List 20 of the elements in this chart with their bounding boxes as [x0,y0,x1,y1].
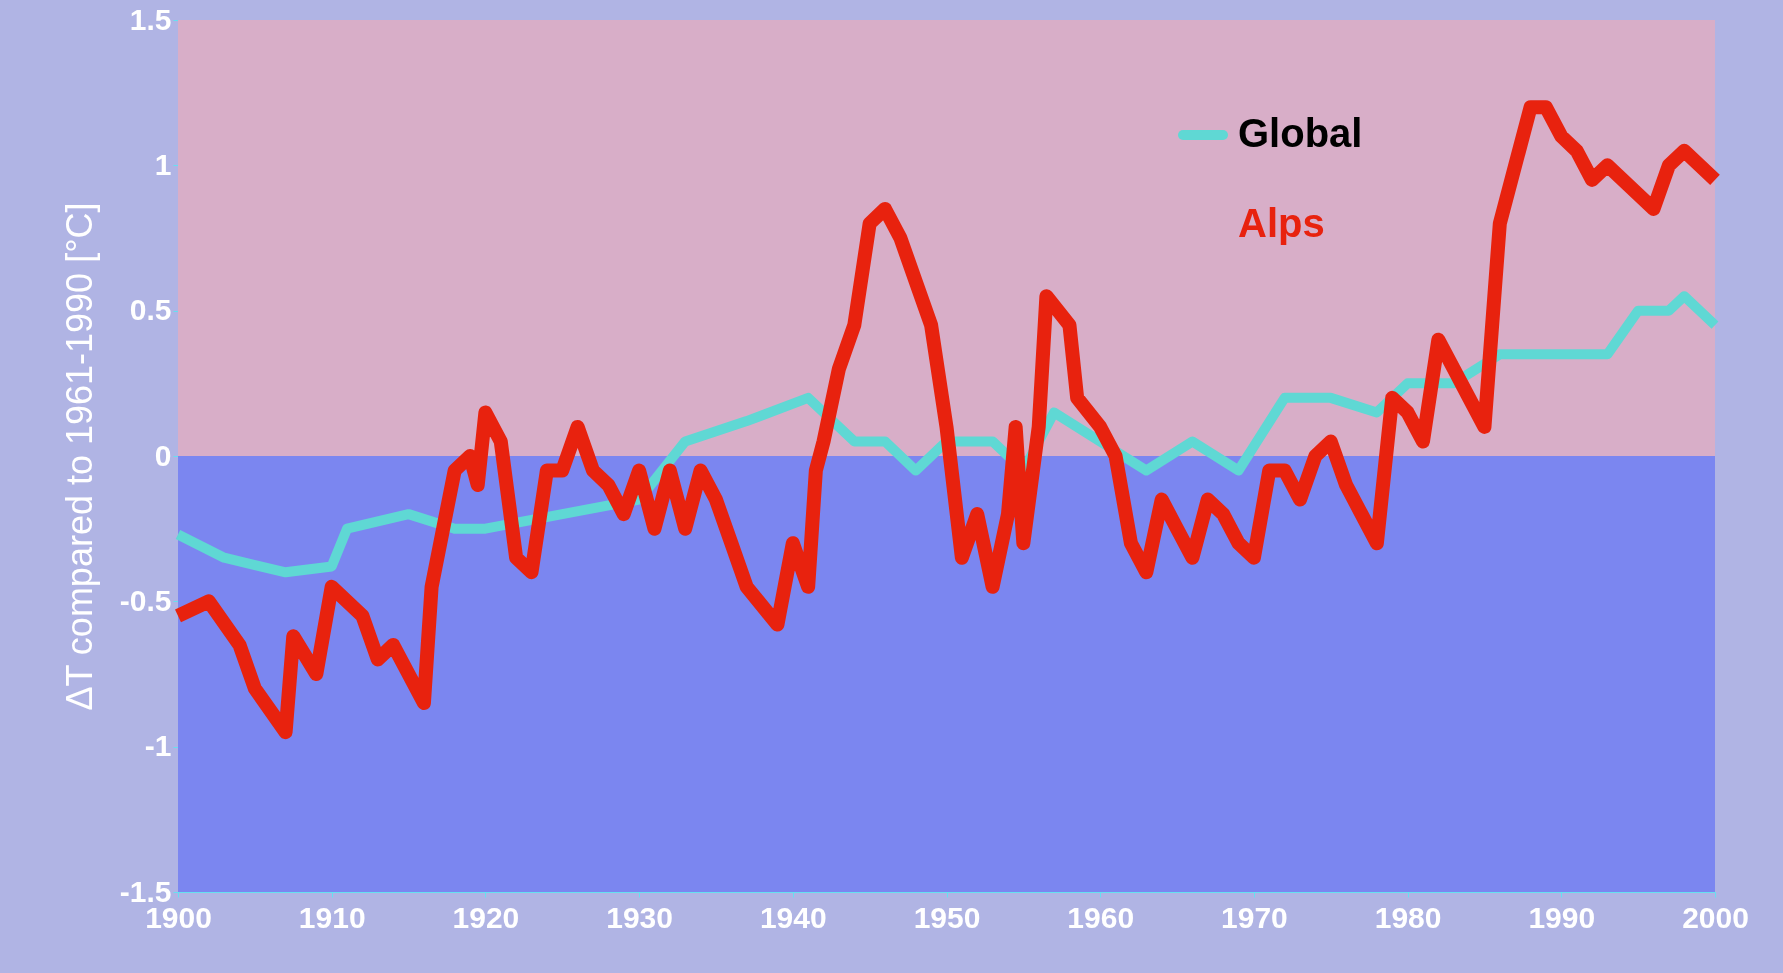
y-tick-label: -0.5 [119,583,172,617]
y-tick-label: 1.5 [129,2,172,36]
y-axis-title: ΔT compared to 1961-1990 [°C] [58,202,100,711]
y-tick-label: -1.5 [119,874,172,908]
x-tick-label: 1930 [606,900,673,934]
text: Alps [1238,201,1325,245]
y-tick-label: -1 [144,729,172,763]
legend-label: Global [1238,111,1363,155]
x-tick-label: 2000 [1682,900,1749,934]
x-tick-label: 1910 [298,900,366,934]
x-tick-label: 1970 [1221,900,1288,934]
x-tick-label: 1940 [759,900,827,934]
x-tick-label: 1980 [1374,900,1442,934]
x-tick-label: 1960 [1067,900,1135,934]
y-tick-label: 0 [154,438,172,472]
x-tick-label: 1920 [452,900,520,934]
x-tick-label: 1950 [913,900,981,934]
x-tick-label: 1990 [1528,900,1596,934]
y-tick-label: 0.5 [129,293,172,327]
y-tick-label: 1 [154,147,172,181]
